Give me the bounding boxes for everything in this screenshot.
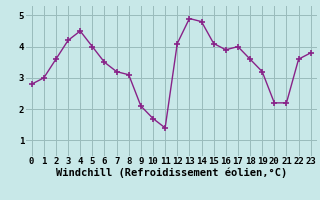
X-axis label: Windchill (Refroidissement éolien,°C): Windchill (Refroidissement éolien,°C)	[56, 168, 287, 178]
